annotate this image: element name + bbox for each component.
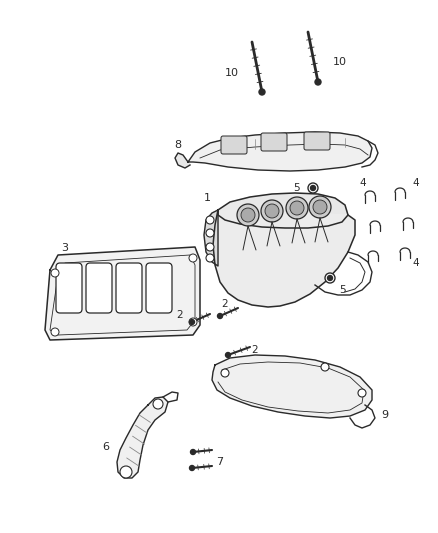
Circle shape <box>311 185 315 190</box>
Polygon shape <box>117 397 168 478</box>
Text: 4: 4 <box>413 258 419 268</box>
FancyBboxPatch shape <box>116 263 142 313</box>
Circle shape <box>259 89 265 95</box>
Circle shape <box>309 196 331 218</box>
Polygon shape <box>218 193 348 228</box>
Circle shape <box>206 229 214 237</box>
Text: 2: 2 <box>222 299 228 309</box>
Circle shape <box>237 204 259 226</box>
FancyBboxPatch shape <box>146 263 172 313</box>
Circle shape <box>190 319 194 325</box>
Text: 10: 10 <box>333 57 347 67</box>
Text: 2: 2 <box>252 345 258 355</box>
Text: 6: 6 <box>102 442 110 452</box>
Circle shape <box>226 352 230 358</box>
Polygon shape <box>204 210 218 266</box>
Circle shape <box>308 183 318 193</box>
Circle shape <box>206 243 214 251</box>
Circle shape <box>189 254 197 262</box>
Text: 10: 10 <box>225 68 239 78</box>
Circle shape <box>358 389 366 397</box>
Text: 8: 8 <box>174 140 182 150</box>
Text: 4: 4 <box>360 178 366 188</box>
Circle shape <box>190 465 194 471</box>
Circle shape <box>120 466 132 478</box>
Text: 5: 5 <box>294 183 300 193</box>
Circle shape <box>191 449 195 455</box>
Circle shape <box>325 273 335 283</box>
Circle shape <box>286 197 308 219</box>
Circle shape <box>261 200 283 222</box>
Circle shape <box>290 201 304 215</box>
FancyBboxPatch shape <box>304 132 330 150</box>
Text: 5: 5 <box>339 285 345 295</box>
Text: 3: 3 <box>61 243 68 253</box>
Polygon shape <box>213 210 355 307</box>
Circle shape <box>51 328 59 336</box>
FancyBboxPatch shape <box>261 133 287 151</box>
Circle shape <box>321 363 329 371</box>
Circle shape <box>153 399 163 409</box>
Text: 9: 9 <box>381 410 389 420</box>
Circle shape <box>221 369 229 377</box>
Polygon shape <box>212 355 372 418</box>
Text: 4: 4 <box>413 178 419 188</box>
Circle shape <box>315 79 321 85</box>
Circle shape <box>218 313 223 319</box>
Polygon shape <box>175 153 190 168</box>
Circle shape <box>189 318 197 326</box>
Polygon shape <box>188 132 372 171</box>
Circle shape <box>313 200 327 214</box>
Circle shape <box>265 204 279 218</box>
Text: 7: 7 <box>216 457 223 467</box>
Text: 1: 1 <box>204 193 211 203</box>
Text: 2: 2 <box>177 310 184 320</box>
Circle shape <box>206 216 214 224</box>
Circle shape <box>51 269 59 277</box>
FancyBboxPatch shape <box>221 136 247 154</box>
FancyBboxPatch shape <box>86 263 112 313</box>
Circle shape <box>241 208 255 222</box>
FancyBboxPatch shape <box>56 263 82 313</box>
Polygon shape <box>45 247 200 340</box>
Circle shape <box>206 254 214 262</box>
Circle shape <box>328 276 332 280</box>
